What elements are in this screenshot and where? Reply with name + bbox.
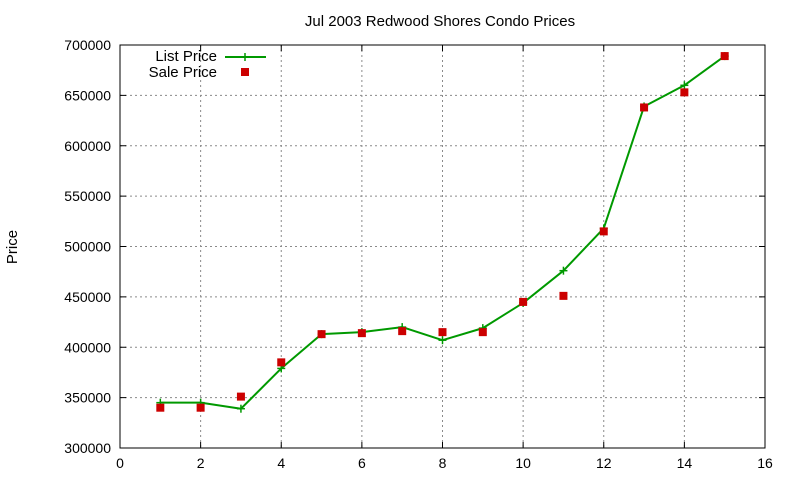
y-tick-label: 600000 [64, 138, 111, 154]
sale-price-point [559, 291, 568, 300]
x-tick-label: 6 [358, 455, 366, 471]
y-tick-label: 500000 [64, 239, 111, 255]
sale-price-point [680, 88, 689, 97]
y-tick-label: 650000 [64, 87, 111, 103]
sale-price-point [236, 392, 245, 401]
sale-price-point [519, 297, 528, 306]
legend-label-list-price: List Price [155, 48, 217, 65]
x-axis-tick-labels: 0 2 4 6 8 10 12 14 16 [116, 455, 773, 471]
x-tick-label: 10 [515, 455, 531, 471]
list-price-point [438, 336, 447, 345]
x-tick-label: 2 [197, 455, 205, 471]
y-axis-label: Price [4, 230, 21, 264]
sale-price-point [277, 358, 286, 367]
x-tick-label: 16 [757, 455, 773, 471]
y-tick-label: 300000 [64, 440, 111, 456]
legend-marker-list-price [241, 53, 249, 61]
list-price-point [236, 404, 245, 413]
list-price-point [680, 81, 689, 90]
y-tick-label: 450000 [64, 289, 111, 305]
sale-price-point [156, 403, 165, 412]
y-axis-tick-labels: 300000 350000 400000 450000 500000 550000 6000… [64, 37, 111, 456]
sale-price-point [357, 329, 366, 338]
legend-marker-sale-price [241, 68, 249, 76]
x-tick-label: 8 [439, 455, 447, 471]
sale-price-point [438, 328, 447, 337]
x-tick-label: 4 [277, 455, 285, 471]
sale-price-point [720, 52, 729, 61]
sale-price-point [317, 330, 326, 339]
sale-price-point [478, 328, 487, 337]
chart-title: Jul 2003 Redwood Shores Condo Prices [305, 13, 575, 30]
x-tick-label: 12 [596, 455, 612, 471]
x-tick-label: 0 [116, 455, 124, 471]
legend-plus-icon [241, 53, 249, 61]
y-tick-label: 700000 [64, 37, 111, 53]
grid-layer [120, 45, 765, 448]
y-tick-label: 550000 [64, 188, 111, 204]
axis-ticks [119, 44, 766, 449]
y-tick-label: 350000 [64, 390, 111, 406]
y-tick-label: 400000 [64, 339, 111, 355]
sale-price-point [640, 103, 649, 112]
x-tick-label: 14 [677, 455, 693, 471]
series-sale-price [156, 52, 729, 412]
list-price-point [559, 266, 568, 275]
legend: List Price Sale Price [149, 48, 266, 81]
series-layer [156, 52, 729, 413]
legend-label-sale-price: Sale Price [149, 64, 217, 81]
sale-price-point [398, 327, 407, 336]
legend-square-icon [241, 68, 249, 76]
sale-price-point [196, 403, 205, 412]
sale-price-point [599, 227, 608, 236]
